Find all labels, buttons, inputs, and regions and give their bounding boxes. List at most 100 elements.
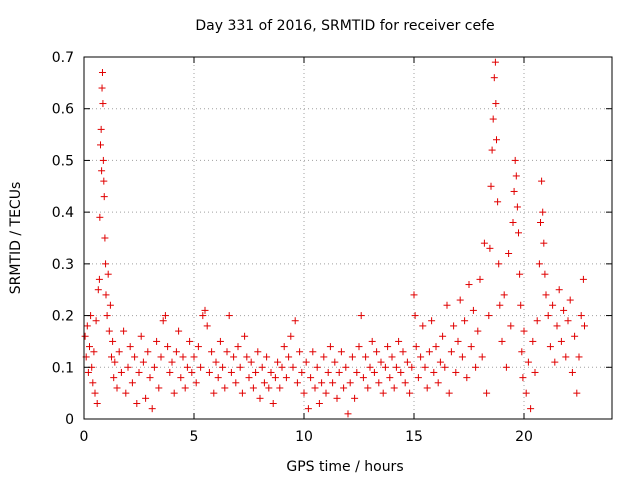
- data-point: [315, 399, 323, 407]
- data-point: [340, 384, 348, 392]
- data-point: [412, 343, 420, 351]
- data-point: [243, 353, 251, 361]
- data-point: [219, 363, 227, 371]
- data-point: [126, 343, 134, 351]
- data-point: [469, 306, 477, 314]
- data-point: [518, 348, 526, 356]
- data-point: [516, 270, 524, 278]
- x-axis-label: GPS time / hours: [286, 459, 403, 475]
- data-point: [210, 389, 218, 397]
- data-point: [478, 353, 486, 361]
- y-tick-label: 0.3: [52, 257, 74, 273]
- data-point: [538, 177, 546, 185]
- data-point: [423, 384, 431, 392]
- data-point: [84, 368, 92, 376]
- data-point: [512, 172, 520, 180]
- data-point: [342, 363, 350, 371]
- data-point: [513, 203, 521, 211]
- data-point: [522, 389, 530, 397]
- data-point: [254, 348, 262, 356]
- data-point: [428, 317, 436, 325]
- data-point: [223, 348, 231, 356]
- data-point: [353, 368, 361, 376]
- data-point: [494, 198, 502, 206]
- data-point: [245, 374, 253, 382]
- data-point: [496, 301, 504, 309]
- data-point: [232, 379, 240, 387]
- data-point: [309, 348, 317, 356]
- data-point: [155, 384, 163, 392]
- data-point: [106, 301, 114, 309]
- data-point: [81, 332, 89, 340]
- data-point: [419, 322, 427, 330]
- data-point: [410, 291, 418, 299]
- data-point: [318, 379, 326, 387]
- data-point: [465, 281, 473, 289]
- data-point: [212, 358, 220, 366]
- y-tick-label: 0.1: [52, 360, 74, 376]
- data-point: [159, 317, 167, 325]
- data-point: [161, 312, 169, 320]
- data-point: [370, 368, 378, 376]
- data-point: [335, 368, 343, 376]
- data-point: [137, 332, 145, 340]
- data-point: [373, 348, 381, 356]
- x-tick-label: 20: [515, 429, 533, 445]
- x-tick-label: 15: [405, 429, 423, 445]
- data-point: [381, 363, 389, 371]
- y-tick-label: 0.7: [52, 50, 74, 66]
- data-point: [236, 363, 244, 371]
- data-point: [403, 358, 411, 366]
- data-point: [97, 125, 105, 133]
- data-point: [493, 136, 500, 144]
- data-point: [515, 229, 522, 237]
- data-point: [432, 343, 440, 351]
- data-point: [509, 218, 517, 226]
- data-point: [267, 368, 275, 376]
- data-point: [568, 368, 576, 376]
- data-point: [99, 156, 107, 164]
- data-point: [357, 312, 365, 320]
- data-point: [108, 353, 115, 361]
- data-point: [411, 312, 419, 320]
- data-point: [190, 353, 198, 361]
- data-point: [153, 337, 161, 345]
- data-point: [238, 389, 246, 397]
- data-point: [186, 337, 194, 345]
- data-point: [450, 322, 458, 330]
- data-point: [99, 100, 107, 108]
- data-point: [386, 374, 394, 382]
- data-point: [399, 348, 407, 356]
- data-point: [573, 389, 581, 397]
- data-point: [192, 379, 200, 387]
- data-point: [560, 306, 568, 314]
- data-point: [421, 363, 429, 371]
- data-point: [445, 389, 453, 397]
- data-point: [166, 368, 174, 376]
- data-point: [346, 379, 354, 387]
- data-point: [546, 343, 554, 351]
- data-point: [311, 384, 319, 392]
- data-point: [168, 358, 176, 366]
- data-point: [519, 374, 527, 382]
- data-point: [103, 312, 111, 320]
- data-point: [456, 296, 464, 304]
- data-point: [124, 363, 132, 371]
- data-point: [216, 337, 224, 345]
- data-point: [258, 363, 266, 371]
- data-point: [131, 353, 139, 361]
- data-point: [83, 322, 91, 330]
- data-point: [486, 244, 494, 252]
- data-point: [322, 389, 330, 397]
- data-point: [146, 374, 154, 382]
- data-point: [377, 358, 385, 366]
- data-point: [557, 337, 565, 345]
- data-point: [480, 239, 488, 247]
- data-point: [452, 368, 460, 376]
- data-point: [208, 348, 216, 356]
- data-point: [348, 353, 356, 361]
- data-point: [500, 291, 508, 299]
- data-point: [256, 394, 264, 402]
- data-point: [95, 275, 103, 283]
- data-point: [472, 363, 480, 371]
